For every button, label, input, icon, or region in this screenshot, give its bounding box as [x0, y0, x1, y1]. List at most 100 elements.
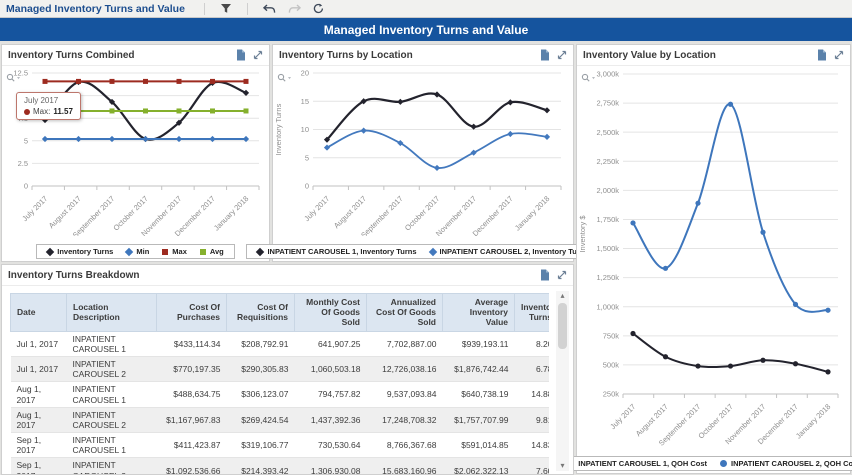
series-line[interactable]: [630, 330, 831, 375]
legend-item[interactable]: INPATIENT CAROUSEL 2, Inventory Turns: [428, 247, 589, 256]
table-row[interactable]: Jul 1, 2017 INPATIENT CAROUSEL 1 $433,114.…: [10, 331, 549, 357]
column-header[interactable]: Average Inventory Value: [442, 293, 515, 332]
legend-label: INPATIENT CAROUSEL 2, QOH Cost: [731, 459, 852, 468]
chart-zoom-control[interactable]: [277, 70, 293, 88]
column-header[interactable]: Location Description: [66, 293, 157, 332]
cell-value: $770,197.35: [156, 356, 227, 383]
chart-zoom-control[interactable]: [581, 70, 597, 88]
export-icon[interactable]: [236, 49, 246, 61]
redo-icon: [288, 3, 301, 13]
series-line[interactable]: [323, 127, 551, 172]
refresh-button[interactable]: [307, 1, 330, 17]
divider: [246, 2, 248, 15]
table-scrollbar[interactable]: ▴ ▾: [556, 291, 569, 471]
svg-text:20: 20: [301, 69, 309, 78]
cell-location: INPATIENT CAROUSEL 1: [66, 432, 157, 459]
scroll-down-icon[interactable]: ▾: [560, 461, 565, 470]
max-series-dot: [24, 108, 30, 115]
inventory-value-by-location-chart[interactable]: 250k 500k 750k 1,000k 1,250k 1,500k 1,750k 2,00…: [577, 66, 850, 448]
export-icon[interactable]: [540, 269, 550, 281]
column-header[interactable]: Cost Of Purchases: [156, 293, 227, 332]
cell-value: $214,393.42: [226, 457, 295, 474]
chart-zoom-control[interactable]: [6, 70, 22, 88]
table-row[interactable]: Jul 1, 2017 INPATIENT CAROUSEL 2 $770,197.…: [10, 356, 549, 383]
cell-value: $1,167,967.83: [156, 407, 227, 434]
redo-button[interactable]: [282, 1, 307, 17]
column-header[interactable]: Monthly Cost Of Goods Sold: [294, 293, 367, 332]
legend-item[interactable]: Min: [125, 247, 149, 256]
filter-button[interactable]: [214, 1, 238, 17]
chart-area: 0 5 10 15 20 July 2017 August 2017 September 20…: [246, 66, 600, 262]
cell-value: $640,738.19: [442, 381, 515, 408]
table-row[interactable]: Aug 1, 2017 INPATIENT CAROUSEL 1 $488,634.…: [10, 381, 549, 408]
legend-marker-icon: [256, 247, 265, 256]
cell-value: $591,014.85: [442, 432, 515, 459]
legend-item[interactable]: Avg: [199, 247, 224, 256]
svg-text:250k: 250k: [603, 390, 620, 399]
cell-value: 1,306,930.08: [294, 457, 367, 474]
column-header[interactable]: Date: [10, 293, 67, 332]
tooltip-label: Max:: [33, 107, 51, 116]
expand-icon[interactable]: [557, 270, 567, 280]
cell-value: 6.78: [514, 356, 549, 383]
svg-text:2,750k: 2,750k: [596, 99, 619, 108]
column-header[interactable]: Annualized Cost Of Goods Sold: [366, 293, 443, 332]
series-line[interactable]: [323, 91, 551, 143]
cell-value: 1,437,392.36: [294, 407, 367, 434]
legend-item[interactable]: INPATIENT CAROUSEL 1, Inventory Turns: [256, 247, 417, 256]
table-row[interactable]: Aug 1, 2017 INPATIENT CAROUSEL 2 $1,167,96…: [10, 407, 549, 434]
scroll-up-icon[interactable]: ▴: [560, 291, 565, 300]
svg-text:July 2017: July 2017: [302, 194, 331, 223]
dashboard-title: Managed Inventory Turns and Value: [323, 22, 529, 37]
cell-value: $319,106.77: [226, 432, 295, 459]
legend-label: INPATIENT CAROUSEL 1, QOH Cost: [578, 459, 707, 468]
svg-text:0: 0: [305, 182, 309, 191]
column-header[interactable]: Inventory Turns: [514, 293, 549, 332]
tooltip-month: July 2017: [24, 96, 59, 105]
svg-text:July 2017: July 2017: [608, 402, 637, 431]
legend-item[interactable]: INPATIENT CAROUSEL 1, QOH Cost: [567, 459, 707, 468]
expand-icon[interactable]: [253, 50, 263, 60]
export-icon[interactable]: [540, 49, 550, 61]
panel-title: Inventory Turns by Location: [279, 49, 413, 61]
dashboard-header: Managed Inventory Turns and Value: [0, 18, 852, 41]
svg-text:January 2018: January 2018: [513, 194, 552, 233]
panel-inventory-turns-by-location: Inventory Turns by Location 0 5 10 15 20 July…: [246, 44, 600, 262]
series-line[interactable]: [630, 101, 831, 313]
svg-text:1,250k: 1,250k: [596, 273, 619, 282]
svg-text:Inventory Turns: Inventory Turns: [274, 103, 283, 155]
expand-icon[interactable]: [834, 50, 844, 60]
panel-header: Inventory Value by Location: [577, 45, 850, 66]
cell-value: $269,424.54: [226, 407, 295, 434]
cell-value: 9.81: [514, 407, 549, 434]
cell-value: 7.60: [514, 457, 549, 474]
cell-date: Aug 1, 2017: [10, 381, 67, 408]
svg-text:2,500k: 2,500k: [596, 128, 619, 137]
svg-text:750k: 750k: [603, 331, 620, 340]
panel-inventory-value-by-location: Inventory Value by Location 250k 500k 750k…: [556, 44, 852, 474]
legend-item[interactable]: Max: [162, 247, 187, 256]
table-row[interactable]: Sep 1, 2017 INPATIENT CAROUSEL 1 $411,423.…: [10, 432, 549, 459]
svg-text:3,000k: 3,000k: [596, 70, 619, 79]
breakdown-table: Date Location Description Cost Of Purchase…: [10, 293, 549, 474]
cell-value: $290,305.83: [226, 356, 295, 383]
expand-icon[interactable]: [557, 50, 567, 60]
cell-value: 730,530.64: [294, 432, 367, 459]
app-title: Managed Inventory Turns and Value: [6, 2, 185, 15]
series-line[interactable]: [42, 78, 249, 84]
column-header[interactable]: Cost Of Requisitions: [226, 293, 295, 332]
svg-text:1,750k: 1,750k: [596, 215, 619, 224]
undo-button[interactable]: [257, 1, 282, 17]
cell-value: 17,248,708.32: [366, 407, 443, 434]
cell-date: Jul 1, 2017: [10, 331, 67, 357]
scrollbar-thumb[interactable]: [558, 303, 567, 349]
export-icon[interactable]: [817, 49, 827, 61]
series-line[interactable]: [41, 135, 250, 143]
svg-text:1,000k: 1,000k: [596, 302, 619, 311]
legend-item[interactable]: Inventory Turns: [45, 247, 113, 256]
cell-value: $1,876,742.44: [442, 356, 515, 383]
svg-text:10: 10: [301, 125, 309, 134]
legend-item[interactable]: INPATIENT CAROUSEL 2, QOH Cost: [720, 459, 852, 468]
